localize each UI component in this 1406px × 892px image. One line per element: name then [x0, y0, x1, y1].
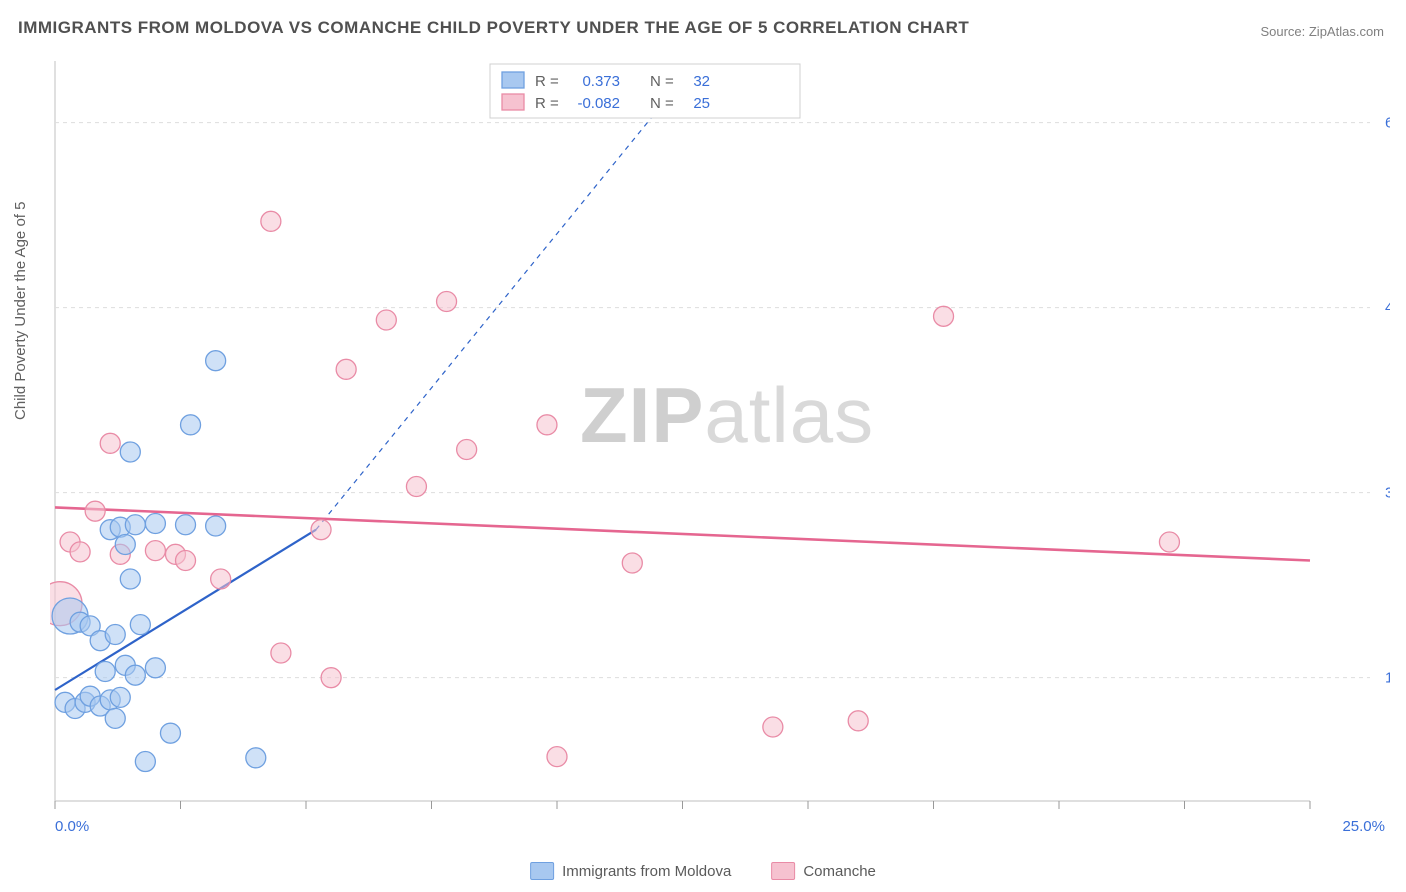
svg-text:32: 32 — [693, 73, 710, 90]
svg-text:45.0%: 45.0% — [1385, 300, 1390, 317]
legend-swatch-b — [771, 862, 795, 880]
legend-item-series-a: Immigrants from Moldova — [530, 862, 731, 880]
svg-text:-0.082: -0.082 — [577, 95, 620, 112]
y-axis-label: Child Poverty Under the Age of 5 — [12, 202, 29, 420]
legend-label-a: Immigrants from Moldova — [562, 863, 731, 880]
bottom-legend: Immigrants from Moldova Comanche — [530, 862, 876, 880]
svg-text:60.0%: 60.0% — [1385, 115, 1390, 132]
svg-text:N =: N = — [650, 95, 674, 112]
svg-text:15.0%: 15.0% — [1385, 670, 1390, 687]
source-attribution: Source: ZipAtlas.com — [1260, 24, 1384, 39]
legend-swatch-a — [530, 862, 554, 880]
scatter-chart-svg: 15.0% 30.0% 45.0% 60.0% 0.0% 25.0% R = 0.373 N =… — [50, 56, 1390, 846]
svg-text:R =: R = — [535, 95, 559, 112]
svg-text:25.0%: 25.0% — [1342, 818, 1385, 835]
svg-text:R =: R = — [535, 73, 559, 90]
chart-area: 15.0% 30.0% 45.0% 60.0% 0.0% 25.0% R = 0.373 N =… — [50, 56, 1390, 846]
svg-text:N =: N = — [650, 73, 674, 90]
svg-text:25: 25 — [693, 95, 710, 112]
svg-text:30.0%: 30.0% — [1385, 485, 1390, 502]
svg-text:0.373: 0.373 — [582, 73, 620, 90]
legend-item-series-b: Comanche — [771, 862, 876, 880]
svg-text:0.0%: 0.0% — [55, 818, 89, 835]
chart-title: IMMIGRANTS FROM MOLDOVA VS COMANCHE CHIL… — [18, 18, 969, 38]
legend-label-b: Comanche — [803, 863, 876, 880]
